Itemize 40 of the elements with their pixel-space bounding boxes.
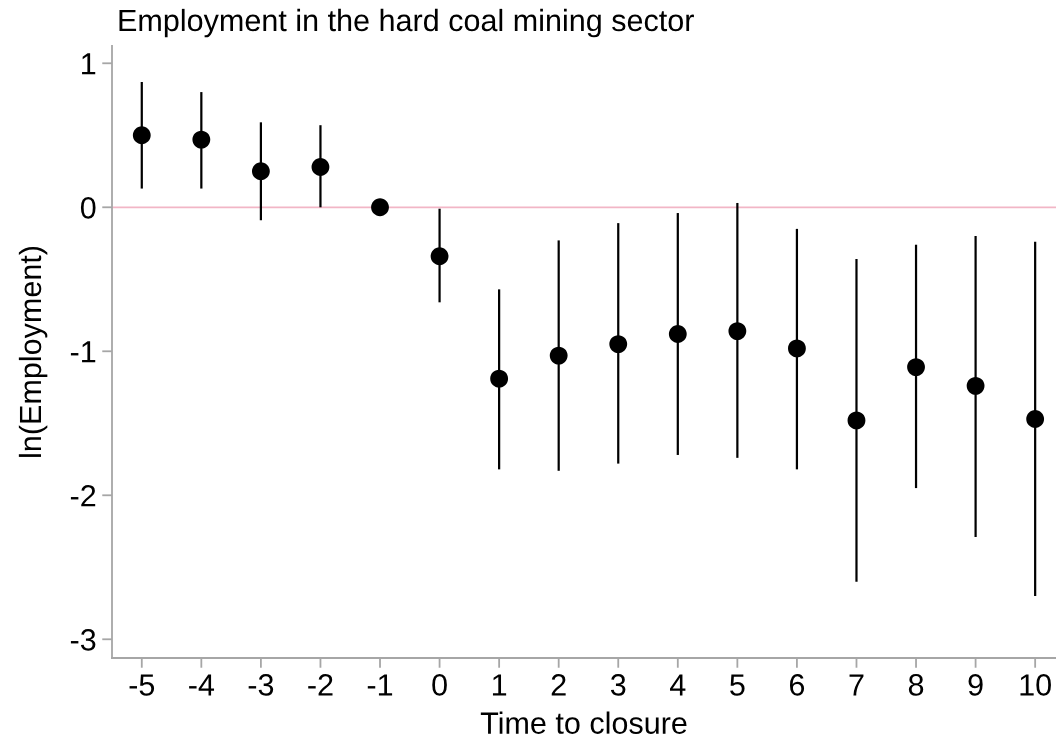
y-tick-label: -2 — [70, 485, 96, 507]
x-axis-title: Time to closure — [480, 711, 687, 734]
x-tick-label: -2 — [308, 674, 333, 696]
x-tick-label: 6 — [789, 674, 805, 696]
x-tick-label: 9 — [968, 674, 983, 696]
point — [311, 158, 330, 176]
x-tick-label: 5 — [730, 674, 745, 696]
x-tick-label: 0 — [432, 674, 447, 696]
point — [192, 130, 211, 149]
x-tick-label: 1 — [492, 674, 507, 696]
x-tick-label: 7 — [849, 674, 864, 696]
y-tick-label: -1 — [70, 341, 96, 363]
y-tick-label: 0 — [80, 197, 96, 219]
point — [490, 369, 509, 388]
point — [728, 322, 747, 341]
x-tick-label: -5 — [129, 674, 155, 696]
point — [1026, 410, 1045, 428]
point — [609, 335, 628, 353]
point — [430, 247, 449, 266]
point — [668, 325, 687, 343]
y-tick-label: 1 — [82, 53, 96, 75]
x-tick-label: 3 — [610, 674, 626, 696]
x-tick-label: 10 — [1020, 674, 1051, 696]
point — [907, 358, 925, 377]
point — [371, 198, 389, 217]
point — [847, 411, 866, 430]
x-tick-label: -3 — [248, 674, 274, 696]
y-tick-label: -3 — [70, 629, 96, 651]
x-tick-label: 8 — [908, 674, 924, 696]
x-tick-label: 2 — [551, 674, 566, 696]
point — [549, 346, 568, 365]
point — [788, 339, 806, 358]
x-tick-label: 4 — [670, 674, 686, 696]
chart-title: Employment in the hard coal mining sector — [119, 8, 694, 38]
x-tick-label: -4 — [189, 674, 215, 696]
x-tick-label: -1 — [367, 674, 393, 696]
y-axis-title: ln(Employment) — [18, 246, 48, 457]
point — [966, 376, 985, 395]
point — [251, 162, 270, 181]
point — [132, 126, 151, 145]
